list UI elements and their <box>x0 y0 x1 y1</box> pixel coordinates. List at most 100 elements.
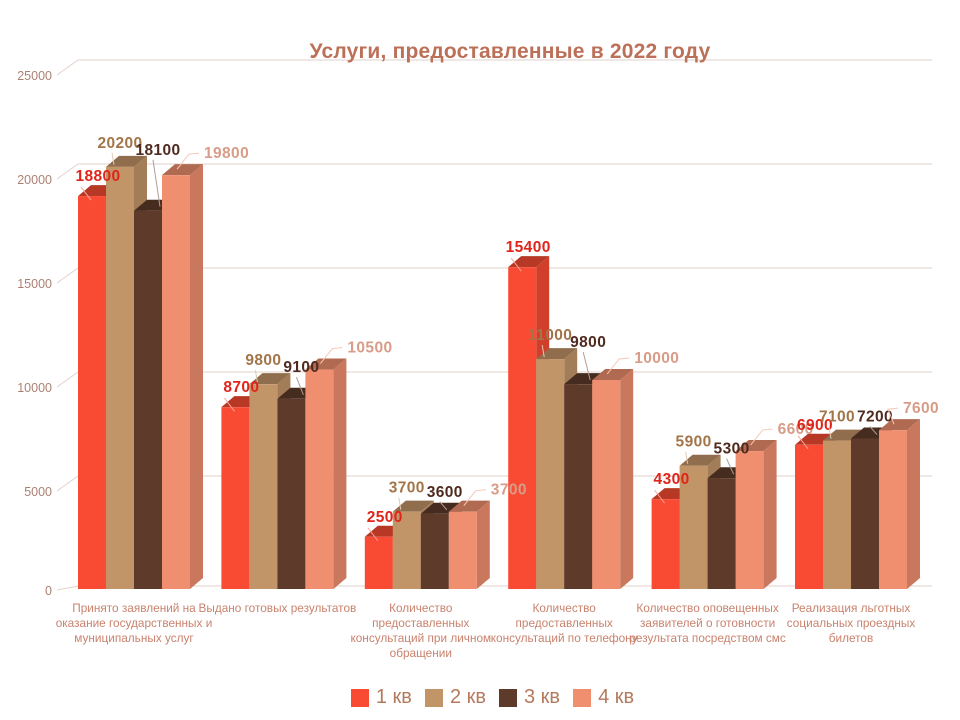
bar-front-face <box>879 430 907 589</box>
leader-line <box>606 357 630 375</box>
bar-top-face <box>249 373 291 385</box>
value-label: 7100 <box>819 409 855 426</box>
leader-line <box>463 489 486 506</box>
leader-line <box>685 451 689 464</box>
y-tick <box>56 585 79 591</box>
legend-swatch-icon <box>573 688 592 707</box>
leader-line <box>887 407 899 425</box>
y-tick <box>56 59 79 76</box>
leader-line <box>398 497 402 510</box>
value-label: 9100 <box>283 359 319 376</box>
value-label: 18100 <box>135 142 180 159</box>
bar <box>448 500 490 589</box>
value-label: 10500 <box>347 340 392 357</box>
bar-front-face <box>277 398 306 589</box>
bar-front-face <box>249 384 278 589</box>
value-label: 15400 <box>506 239 551 256</box>
value-label: 9800 <box>245 352 281 369</box>
bar-top-face <box>879 419 920 431</box>
value-label: 6600 <box>778 421 814 438</box>
leader-line <box>254 370 258 383</box>
bar-side-face <box>190 164 203 589</box>
legend-label: 3 кв <box>524 686 561 708</box>
bar-side-face <box>476 500 490 589</box>
legend-swatch-icon <box>424 688 443 707</box>
bar-front-face <box>508 267 537 589</box>
category-label: Количество предоставленных консультаций … <box>490 601 638 645</box>
legend-label: 1 кв <box>375 686 412 708</box>
bar-top-face <box>106 155 147 167</box>
category-label: Количество оповещенных заявителей о гото… <box>629 601 786 645</box>
bar-top-face <box>305 358 347 370</box>
value-label: 18800 <box>75 168 120 185</box>
y-tick <box>56 475 79 492</box>
leader-line <box>750 428 773 446</box>
y-tick-label: 5000 <box>24 485 52 499</box>
bar-front-face <box>707 478 736 589</box>
bar-front-face <box>392 511 421 589</box>
leader-line <box>654 489 665 504</box>
legend-swatch-icon <box>350 688 369 707</box>
bar <box>735 440 777 589</box>
y-tick-label: 15000 <box>17 277 52 291</box>
legend: 1 кв 2 кв 3 кв 4 кв <box>0 686 960 709</box>
value-label: 6900 <box>797 417 833 434</box>
bar-top-face <box>679 454 721 466</box>
leader-line <box>367 527 379 542</box>
bar-top-face <box>392 500 434 512</box>
legend-swatch-icon <box>499 688 517 707</box>
value-label: 5900 <box>676 434 712 451</box>
bar-front-face <box>78 196 106 589</box>
y-tick-label: 25000 <box>17 69 52 83</box>
bar-top-face <box>508 256 550 268</box>
y-tick-label: 0 <box>45 584 52 598</box>
leader-line <box>828 426 832 439</box>
bar-top-face <box>536 348 578 360</box>
y-tick <box>56 163 79 180</box>
value-label: 5300 <box>714 441 750 458</box>
leader-line <box>320 347 343 364</box>
legend-item: 2 кв <box>424 686 486 709</box>
value-label: 7200 <box>857 409 893 426</box>
bar-front-face <box>536 359 565 589</box>
legend-label: 4 кв <box>598 686 635 708</box>
value-label: 11000 <box>528 327 572 344</box>
bar-side-face <box>620 369 634 589</box>
bar-side-face <box>763 440 777 589</box>
bar-top-face <box>448 500 490 512</box>
y-tick <box>56 267 79 284</box>
bar-front-face <box>592 380 621 589</box>
legend-item: 4 кв <box>573 686 634 709</box>
bar-front-face <box>134 210 162 589</box>
bar-front-face <box>651 499 680 589</box>
bar-front-face <box>162 175 190 589</box>
bar-front-face <box>564 384 593 589</box>
bar-front-face <box>106 166 134 589</box>
value-label: 20200 <box>97 135 142 152</box>
bar-side-face <box>907 419 920 589</box>
value-label: 7600 <box>903 400 939 417</box>
value-label: 3700 <box>389 480 425 497</box>
value-label: 3600 <box>427 484 463 501</box>
bar-front-face <box>735 451 764 589</box>
bar <box>592 369 634 589</box>
bar-front-face <box>305 369 334 589</box>
bar-front-face <box>420 513 449 589</box>
y-tick-label: 10000 <box>17 381 52 395</box>
bar-side-face <box>333 358 347 589</box>
value-label: 2500 <box>367 509 403 526</box>
chart-title: Услуги, предоставленные в 2022 году <box>309 40 711 63</box>
leader-line <box>224 397 235 412</box>
value-label: 4300 <box>654 471 690 488</box>
bar-front-face <box>851 438 879 589</box>
y-tick <box>56 371 79 388</box>
bar-front-face <box>364 536 393 589</box>
leader-line <box>869 426 878 435</box>
leader-line <box>152 159 161 207</box>
value-label: 10000 <box>634 350 679 367</box>
leader-line <box>80 186 92 201</box>
value-label: 9800 <box>570 334 606 351</box>
leader-line <box>726 458 735 475</box>
